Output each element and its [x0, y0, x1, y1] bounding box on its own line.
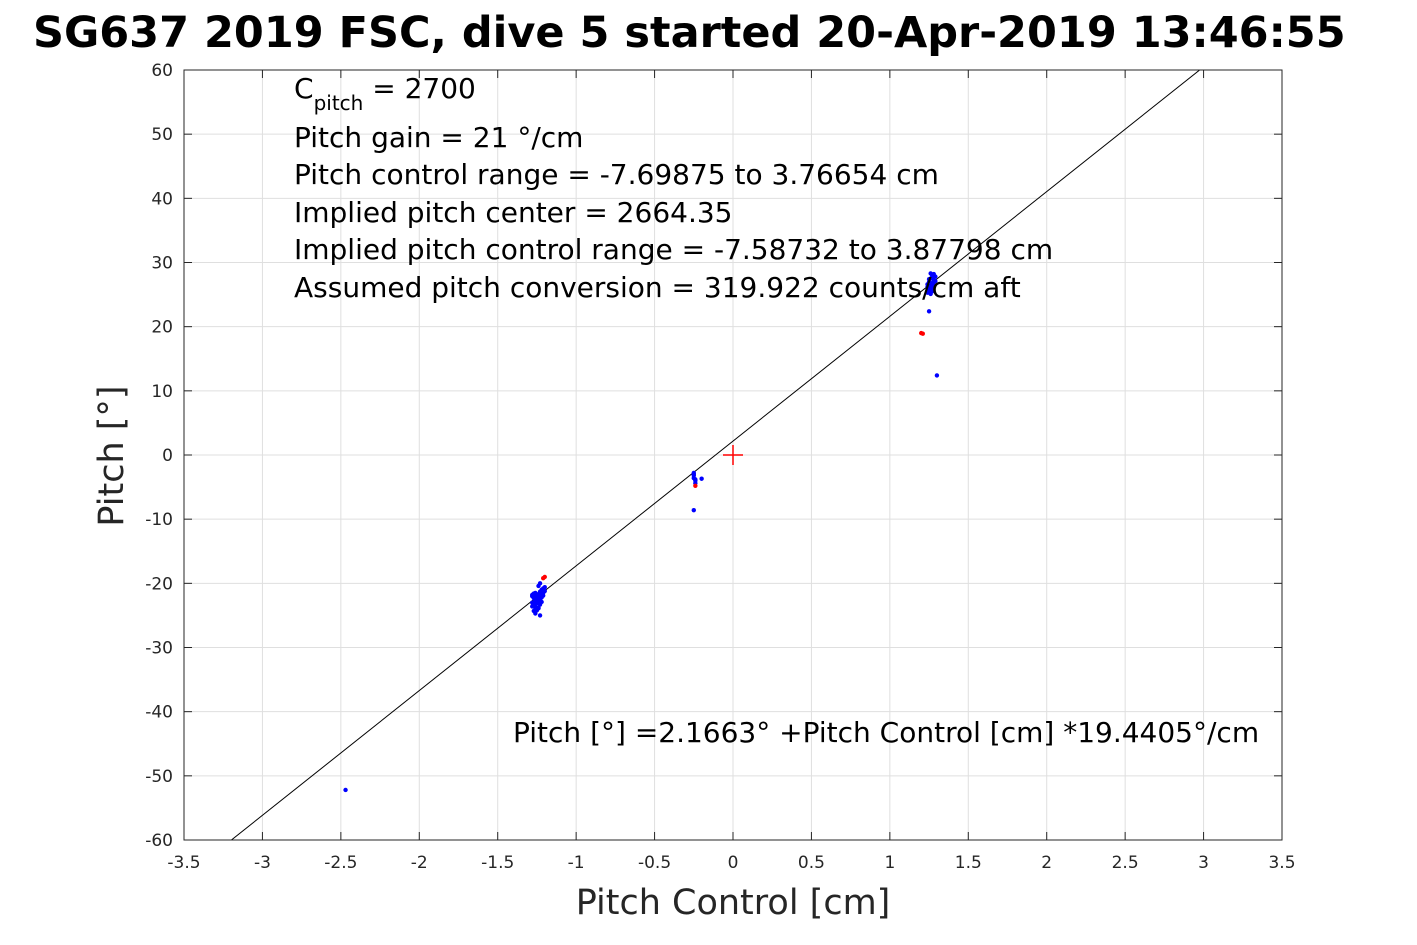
annotation-pitch-gain: Pitch gain = 21 °/cm	[294, 121, 583, 154]
data-points	[343, 271, 940, 793]
x-tick-label: -1.5	[481, 853, 514, 873]
annotation-c-pitch-main: C	[294, 72, 314, 105]
x-axis-label: Pitch Control [cm]	[576, 883, 891, 923]
data-point-series0	[541, 593, 546, 598]
y-tick-label: -40	[145, 703, 173, 723]
data-point-series0	[691, 507, 696, 513]
annotation-fit-equation: Pitch [°] =2.1663° +Pitch Control [cm] *…	[513, 716, 1259, 749]
data-point-series0	[537, 613, 543, 618]
y-tick-label: 50	[151, 125, 173, 145]
x-tick-label: 3.5	[1268, 853, 1295, 873]
annotation-conversion: Assumed pitch conversion = 319.922 count…	[294, 271, 1021, 304]
annotation-c-pitch-value: = 2700	[363, 72, 476, 105]
data-point-series0	[926, 309, 932, 314]
data-point-series0	[699, 476, 704, 481]
data-point-series0	[530, 604, 535, 609]
y-tick-labels: -60 -50 -40 -30 -20 -10 0 10 20 30 40 50 60	[145, 61, 173, 851]
data-point-series0	[343, 787, 348, 793]
x-tick-labels: -3.5 -3 -2.5 -2 -1.5 -1 -0.5 0 0.5 1 1.5 2 2.5 3 3.5	[167, 853, 1295, 873]
x-tick-label: 0.5	[798, 853, 825, 873]
data-point-series0	[539, 589, 544, 594]
tick-marks	[183, 69, 1283, 841]
data-point-series0	[533, 611, 538, 616]
y-tick-label: -10	[145, 510, 173, 530]
annotation-c-pitch-sub: pitch	[314, 91, 364, 115]
x-tick-label: -2.5	[324, 853, 357, 873]
x-tick-label: 2	[1041, 853, 1052, 873]
y-tick-label: 40	[151, 189, 173, 209]
data-point-series0	[930, 275, 935, 280]
y-tick-label: 60	[151, 61, 173, 81]
x-tick-label: 1.5	[955, 853, 982, 873]
x-tick-label: -3.5	[167, 853, 200, 873]
annotation-control-range: Pitch control range = -7.69875 to 3.7665…	[294, 158, 939, 191]
data-point-series0	[691, 472, 696, 477]
data-point-series0	[533, 590, 538, 596]
chart-title: SG637 2019 FSC, dive 5 started 20-Apr-20…	[33, 8, 1346, 58]
data-point-series0	[933, 278, 938, 284]
data-point-series0	[693, 477, 698, 482]
data-point-series0	[930, 289, 935, 294]
x-tick-label: -3	[254, 853, 271, 873]
y-tick-label: -20	[145, 574, 173, 594]
x-tick-label: 0	[728, 853, 739, 873]
annotation-implied-center: Implied pitch center = 2664.35	[294, 196, 732, 229]
x-tick-label: 3	[1198, 853, 1209, 873]
y-tick-label: -30	[145, 639, 173, 659]
data-point-series0	[536, 606, 541, 611]
data-point-series1	[920, 331, 925, 336]
fit-line	[230, 70, 1201, 840]
data-point-series0	[931, 283, 936, 288]
data-point-series0	[539, 599, 544, 605]
y-tick-label: 10	[151, 382, 173, 402]
x-tick-label: -0.5	[638, 853, 671, 873]
y-tick-label: -60	[145, 831, 173, 851]
y-axis-label: Pitch [°]	[92, 385, 132, 526]
data-point-series1	[693, 483, 698, 488]
data-point-series0	[537, 581, 543, 586]
x-tick-label: -1	[568, 853, 585, 873]
y-tick-label: 20	[151, 318, 173, 338]
x-tick-label: 2.5	[1112, 853, 1139, 873]
x-tick-label: 1	[884, 853, 895, 873]
annotation-implied-range: Implied pitch control range = -7.58732 t…	[294, 233, 1053, 266]
y-tick-label: 0	[162, 446, 173, 466]
data-point-series0	[533, 598, 538, 603]
x-tick-label: -2	[411, 853, 428, 873]
data-point-series0	[928, 271, 933, 276]
data-point-series1	[541, 576, 546, 581]
data-point-series0	[542, 584, 547, 590]
center-marker	[723, 445, 743, 465]
data-point-series0	[934, 373, 940, 378]
y-tick-label: -50	[145, 767, 173, 787]
annotation-c-pitch: Cpitch = 2700	[294, 72, 476, 115]
y-tick-label: 30	[151, 254, 173, 274]
